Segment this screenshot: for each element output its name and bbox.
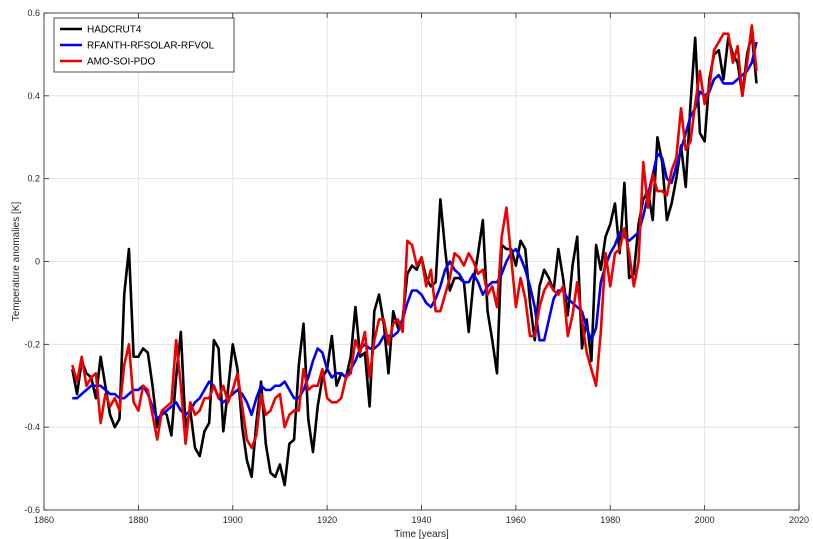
x-tick-label: 1920 [317,515,337,525]
x-tick-label: 2020 [789,515,809,525]
x-tick-label: 1900 [223,515,243,525]
y-tick-label: -0.2 [24,339,40,349]
x-axis-label: Time [years] [394,529,449,539]
legend-label: RFANTH-RFSOLAR-RFVOL [87,41,215,52]
series-line-2 [71,24,758,450]
y-tick-label: 0.2 [27,174,40,184]
series-line-1 [72,41,758,421]
y-tick-label: -0.6 [24,505,40,515]
x-tick-label: 1880 [128,515,148,525]
x-tick-label: 1960 [506,515,526,525]
y-tick-label: 0.4 [27,91,40,101]
axis-ticks: 1860 1880 1900 1920 1940 1960 1980 2000 2020 -0.6… [24,8,809,525]
x-tick-label: 1860 [34,515,54,525]
x-tick-label: 1980 [600,515,620,525]
y-tick-label: 0.6 [27,8,40,18]
x-tick-label: 2000 [695,515,715,525]
y-tick-label: -0.4 [24,422,40,432]
y-tick-label: 0 [35,257,40,267]
y-axis-label: Temperature anomalies [K] [11,202,22,322]
legend-label: AMO-SOI-PDO [87,57,156,68]
legend-box [53,17,235,73]
series-lines [71,24,758,487]
legend: HADCRUT4 RFANTH-RFSOLAR-RFVOL AMO-SOI-PDO [53,17,235,73]
legend-label: HADCRUT4 [87,25,142,36]
x-tick-label: 1940 [411,515,431,525]
